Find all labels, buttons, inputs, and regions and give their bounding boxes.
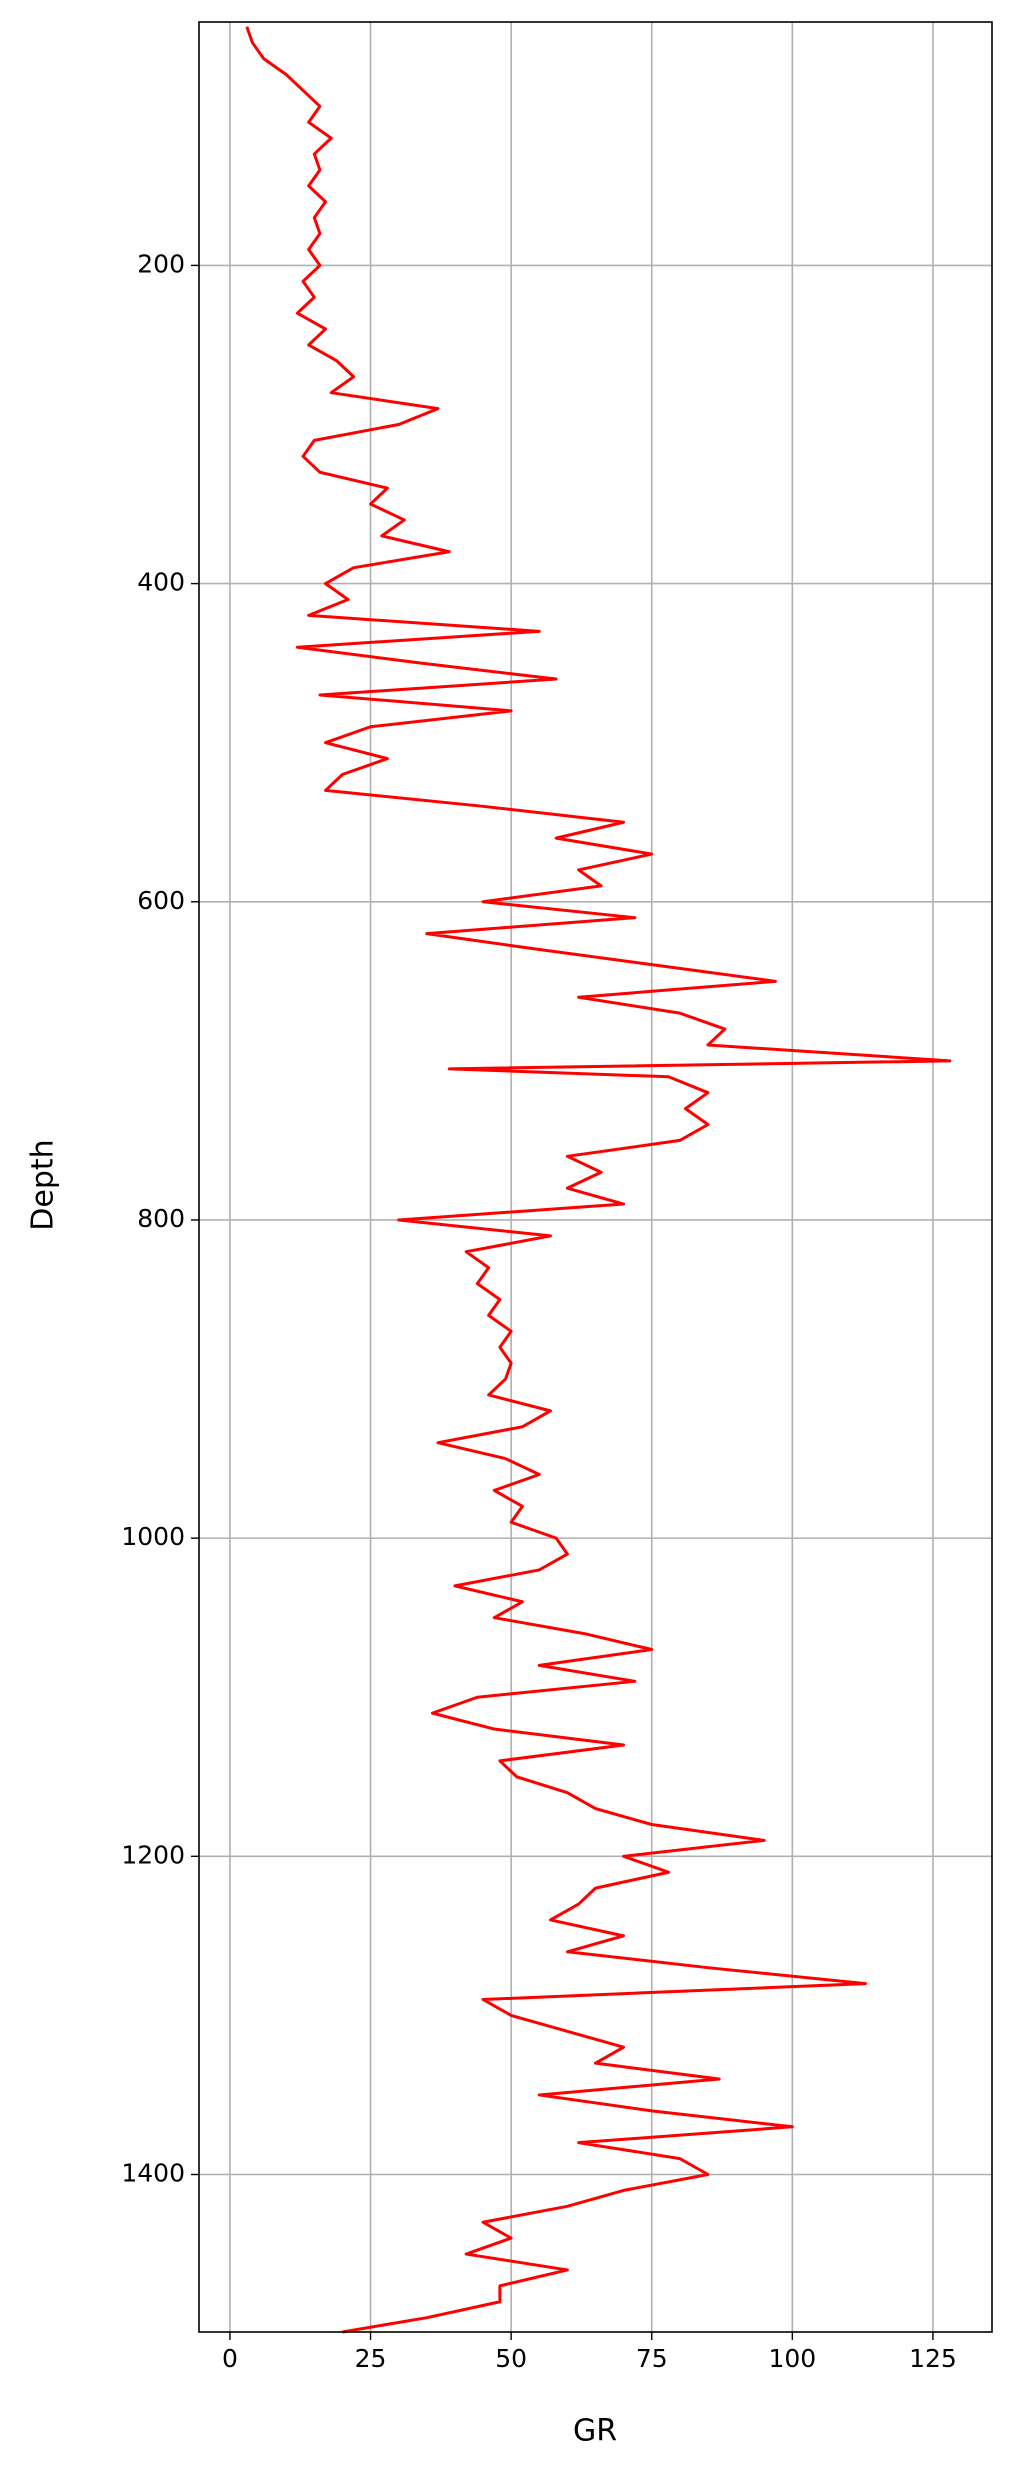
x-tick-label: 50: [495, 2344, 527, 2373]
gr-curve: [245, 26, 952, 2334]
x-tick-label: 75: [636, 2344, 668, 2373]
x-tick-label: 100: [768, 2344, 816, 2373]
x-tick-label: 125: [909, 2344, 957, 2373]
plot-frame: [198, 21, 993, 2333]
y-tick-label: 600: [137, 886, 185, 915]
x-tick-label: 25: [355, 2344, 387, 2373]
y-axis-label: Depth: [26, 1139, 61, 1230]
y-tick-label: 1000: [121, 1522, 185, 1551]
y-tick-label: 400: [137, 568, 185, 597]
y-tick-label: 800: [137, 1204, 185, 1233]
x-tick-label: 0: [222, 2344, 238, 2373]
y-tick-label: 200: [137, 249, 185, 278]
x-axis-label: GR: [573, 2414, 617, 2449]
y-tick-label: 1200: [121, 1840, 185, 1869]
y-tick-label: 1400: [121, 2159, 185, 2188]
